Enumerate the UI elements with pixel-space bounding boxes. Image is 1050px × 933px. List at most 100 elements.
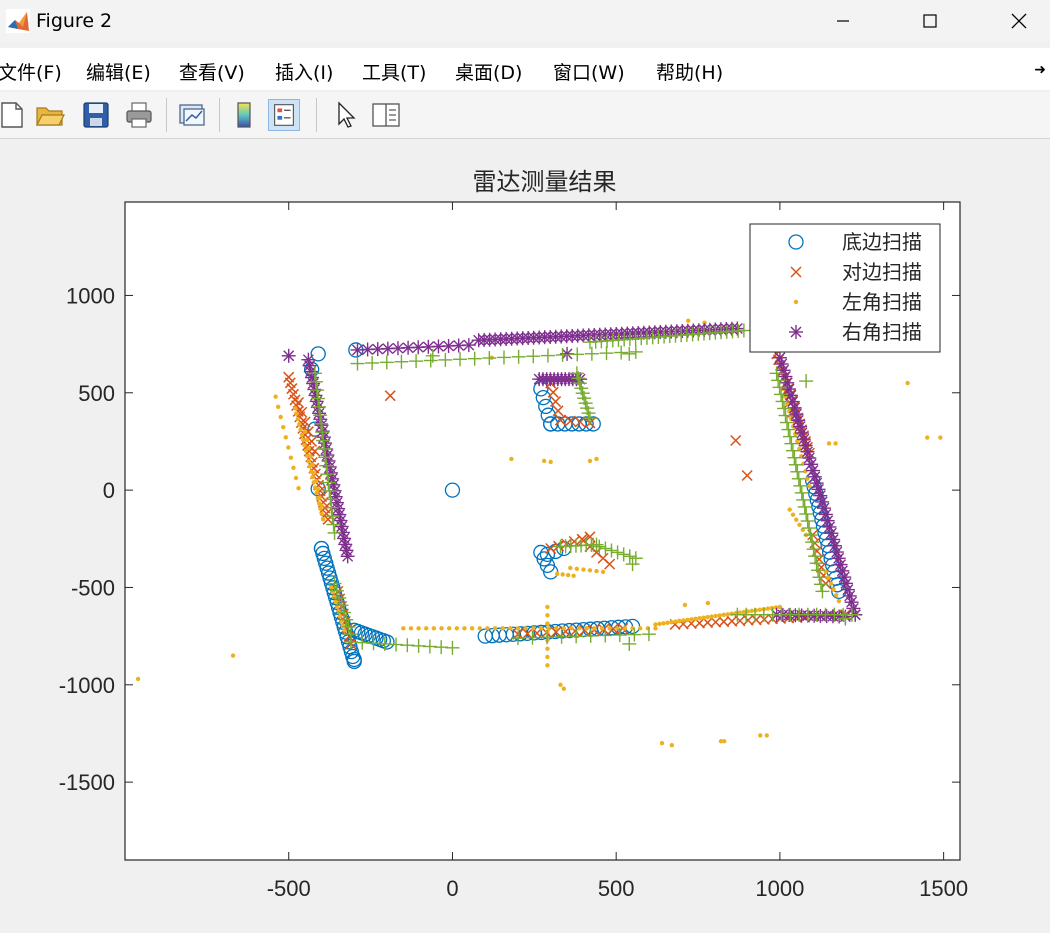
data-point [326,517,341,532]
menu-help[interactable]: 帮助(H) [656,62,724,84]
data-point [314,490,319,496]
data-point [511,349,526,364]
data-point [628,551,643,566]
data-point [826,441,832,446]
data-point [444,482,461,498]
data-point [390,341,405,356]
y-tick-label: -1000 [59,673,115,698]
data-point [461,338,476,353]
folder-open-icon[interactable] [34,99,66,131]
data-point [576,626,582,631]
data-point [508,626,513,631]
data-point [775,394,790,409]
data-point [555,347,570,362]
data-point [293,406,298,411]
close-button[interactable] [996,0,1042,42]
data-point [546,626,551,631]
toolbar-separator [316,98,317,132]
menu-file[interactable]: 文件(F) [0,62,62,84]
data-point [311,470,317,476]
data-point [545,646,550,651]
data-point [741,609,746,615]
floppy-disk-icon[interactable] [80,99,112,131]
data-point [669,619,674,625]
data-point [622,626,628,631]
property-panel-icon[interactable] [370,99,402,131]
data-point [291,465,296,471]
toolbar [0,92,1050,139]
data-point [310,481,326,497]
data-point [384,390,396,402]
data-point [713,613,718,619]
data-point [785,401,790,407]
data-point [630,626,635,631]
minimize-button[interactable] [820,0,866,42]
pin-arrow-icon[interactable]: ➜ [1034,62,1046,78]
data-point [540,630,555,645]
data-point [561,686,566,691]
data-point [317,441,332,456]
data-point [547,386,559,398]
menu-insert[interactable]: 插入(I) [275,62,334,84]
data-point [610,545,625,560]
menu-window[interactable]: 窗口(W) [553,62,625,84]
data-point [938,435,943,440]
data-point [319,458,334,473]
menu-bar: 文件(F) 编辑(E) 查看(V) 插入(I) 工具(T) 桌面(D) 窗口(W… [0,48,1050,90]
data-point [320,467,335,482]
data-point [574,566,580,571]
data-point [295,416,301,422]
colorbar-icon[interactable] [228,99,260,131]
data-point [296,485,301,491]
menu-desktop[interactable]: 桌面(D) [455,62,523,84]
y-tick-label: 0 [103,478,115,503]
data-point [787,450,802,465]
pointer-arrow-icon[interactable] [330,99,362,131]
data-point [431,339,446,354]
data-point [925,435,930,440]
data-point [570,347,585,362]
data-point [604,558,616,570]
data-point [587,458,593,464]
data-point [585,416,601,432]
new-file-icon[interactable] [0,99,26,131]
data-point [325,509,340,524]
data-point [834,593,839,598]
menu-edit[interactable]: 编辑(E) [86,62,151,84]
data-point [669,742,675,748]
data-point [831,587,836,592]
data-point [319,511,324,517]
menu-view[interactable]: 查看(V) [179,62,245,84]
data-point [302,358,317,373]
data-point [293,396,305,409]
data-point [306,435,318,447]
data-point [299,432,305,437]
link-plot-icon[interactable] [176,99,208,131]
data-point [682,602,688,608]
data-point [379,634,395,650]
legend-icon[interactable] [268,99,300,131]
menu-tools[interactable]: 工具(T) [362,62,427,84]
data-point [693,616,698,621]
data-point [637,626,643,631]
data-point [496,350,511,365]
data-point [749,608,755,614]
toolbar-separator [219,98,220,132]
data-point [659,740,665,746]
data-point [281,424,286,430]
data-point [607,626,612,631]
maximize-button[interactable] [907,0,953,42]
data-point [701,615,706,620]
data-point [298,427,303,432]
data-point [540,348,555,363]
data-point [313,408,328,423]
printer-icon[interactable] [123,99,155,131]
data-point [555,571,560,577]
series-2 [135,318,943,748]
y-tick-label: -500 [71,575,115,600]
data-point [615,626,620,631]
data-point [790,464,805,479]
series-3 [281,321,863,624]
data-point [599,626,605,631]
legend-label: 右角扫描 [842,320,922,344]
